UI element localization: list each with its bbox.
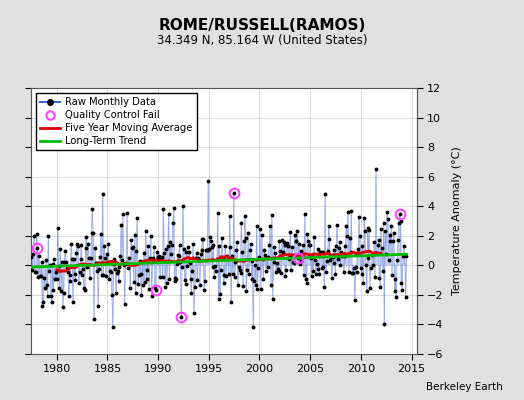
Legend: Raw Monthly Data, Quality Control Fail, Five Year Moving Average, Long-Term Tren: Raw Monthly Data, Quality Control Fail, … xyxy=(37,93,197,150)
Text: 34.349 N, 85.164 W (United States): 34.349 N, 85.164 W (United States) xyxy=(157,34,367,47)
Text: Berkeley Earth: Berkeley Earth xyxy=(427,382,503,392)
Y-axis label: Temperature Anomaly (°C): Temperature Anomaly (°C) xyxy=(452,147,462,295)
Text: ROME/RUSSELL(RAMOS): ROME/RUSSELL(RAMOS) xyxy=(158,18,366,33)
